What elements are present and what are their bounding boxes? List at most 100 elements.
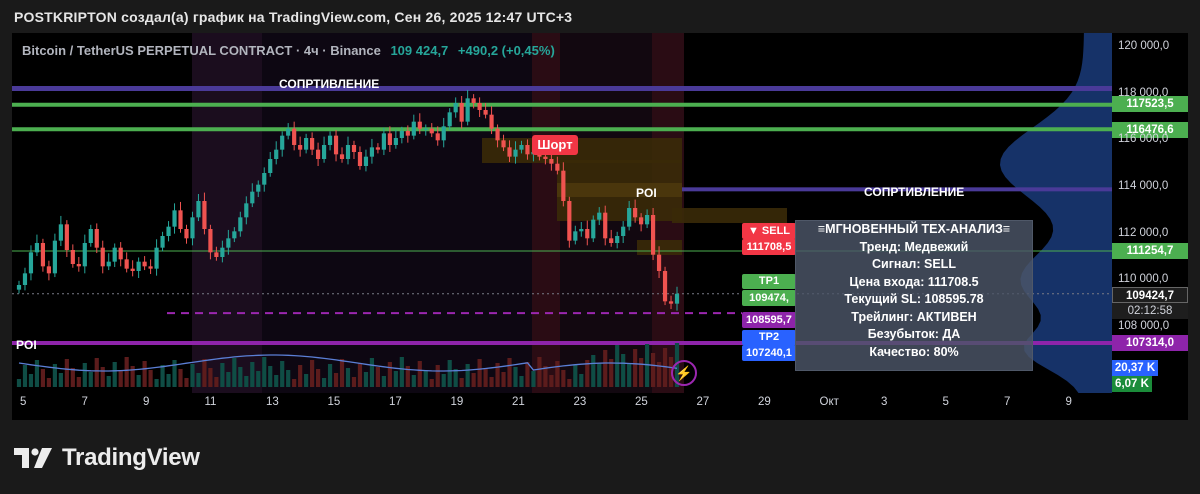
volume-bar <box>537 357 542 387</box>
chart-area[interactable]: Bitcoin / TetherUS PERPETUAL CONTRACT · … <box>12 33 1188 420</box>
candle-body <box>315 149 321 159</box>
candle-body <box>609 238 614 243</box>
price-tag-last-price: 109424,7 <box>1112 287 1188 303</box>
volume-average-line <box>18 354 678 372</box>
volume-bar <box>393 371 398 387</box>
volume-bar <box>357 363 363 387</box>
candle-body <box>345 145 351 159</box>
volume-bar <box>70 368 75 387</box>
candle-body <box>40 243 46 267</box>
volume-bar <box>232 358 237 387</box>
volume-bar <box>28 374 34 387</box>
candle-body <box>453 103 458 113</box>
candle-body <box>507 147 512 157</box>
volume-bar <box>633 349 638 387</box>
volume-bar <box>513 367 518 387</box>
candle-body <box>423 128 428 130</box>
candle-body <box>160 236 165 248</box>
volume-bar <box>160 365 165 387</box>
volume-bar <box>124 357 129 387</box>
volume-bar <box>621 354 626 387</box>
volume-bar <box>292 379 297 387</box>
volume-bar <box>435 365 440 387</box>
analysis-stoploss: Текущий SL: 108595.78 <box>844 292 984 306</box>
candle-body <box>513 149 518 157</box>
brand-footer[interactable]: TradingView <box>14 444 200 472</box>
volume-bar <box>262 357 267 387</box>
volume-bar <box>88 372 93 387</box>
candle-body <box>226 238 231 248</box>
volume-bar <box>501 372 506 387</box>
analysis-breakeven: Безубыток: ДА <box>867 327 961 341</box>
stoploss-price-tag: 108595,7 <box>742 312 796 328</box>
x-tick-label: 5 <box>20 396 27 408</box>
symbol-name[interactable]: Bitcoin / TetherUS PERPETUAL CONTRACT · … <box>22 43 381 58</box>
volume-bar <box>130 366 135 387</box>
sell-price-tag: 111708,5 <box>742 239 796 255</box>
volume-bar <box>52 364 57 387</box>
candle-body <box>250 191 255 204</box>
candle-body <box>549 159 554 164</box>
volume-bar <box>286 370 291 387</box>
candle-body <box>555 163 560 171</box>
tp2-price-tag: 107240,1 <box>742 345 796 361</box>
candle-body <box>136 261 141 271</box>
volume-bar <box>94 358 99 387</box>
x-tick-label: 29 <box>758 396 771 408</box>
candle-body <box>650 215 656 255</box>
volume-bar <box>345 368 351 387</box>
volume-bar <box>489 377 494 387</box>
volume-bar <box>321 378 327 387</box>
volume-bar <box>639 358 644 387</box>
x-tick-label: 5 <box>942 396 949 408</box>
candle-body <box>58 224 63 241</box>
resistance-label-right: СОПРТИВЛЕНИЕ <box>864 185 965 199</box>
volume-bar <box>549 375 554 387</box>
volume-bar <box>190 364 195 387</box>
volume-bar <box>34 360 40 387</box>
candle-body <box>16 285 22 290</box>
resistance-label-top: СОПРТИВЛЕНИЕ <box>279 77 380 91</box>
analysis-entry: Цена входа: 111708.5 <box>849 274 979 289</box>
price-tag-level-1: 117523,5 <box>1112 96 1188 112</box>
candle-body <box>363 156 369 166</box>
candle-body <box>591 219 596 239</box>
resistance-line-upper <box>12 86 1112 91</box>
candle-body <box>381 133 386 150</box>
volume-bar <box>399 357 404 387</box>
candle-body <box>585 229 590 239</box>
volume-bar <box>567 379 572 387</box>
candle-body <box>292 128 297 145</box>
candle-body <box>393 138 398 145</box>
candle-body <box>274 149 279 159</box>
volume-bar <box>597 364 602 387</box>
volume-bar <box>441 374 446 387</box>
short-marker: Шорт <box>532 135 578 155</box>
candle-body <box>172 210 177 227</box>
candle-body <box>543 156 548 159</box>
candle-body <box>417 121 422 129</box>
symbol-header[interactable]: Bitcoin / TetherUS PERPETUAL CONTRACT · … <box>22 43 555 58</box>
candle-body <box>633 208 638 218</box>
candle-body <box>268 159 273 173</box>
session-stripe <box>262 33 532 393</box>
volume-bar <box>447 360 452 387</box>
volume-bar <box>112 362 117 387</box>
x-tick-label: 13 <box>266 396 279 408</box>
candle-body <box>214 252 219 257</box>
x-tick-label: 27 <box>696 396 710 408</box>
candle-body <box>208 229 213 253</box>
candle-body <box>100 247 105 267</box>
lightning-bolt-icon[interactable]: ⚡ <box>671 360 697 386</box>
price-tag-level-2: 116476,6 <box>1112 122 1188 138</box>
volume-bar <box>627 363 632 387</box>
candle-body <box>579 229 584 232</box>
supply-zone <box>557 200 682 221</box>
price-chart-svg[interactable] <box>12 33 1188 420</box>
candle-body <box>256 184 261 192</box>
volume-bar <box>573 365 578 387</box>
candle-body <box>399 131 404 138</box>
analysis-signal: Сигнал: SELL <box>872 257 956 271</box>
candle-body <box>298 145 303 150</box>
candle-body <box>310 138 315 150</box>
